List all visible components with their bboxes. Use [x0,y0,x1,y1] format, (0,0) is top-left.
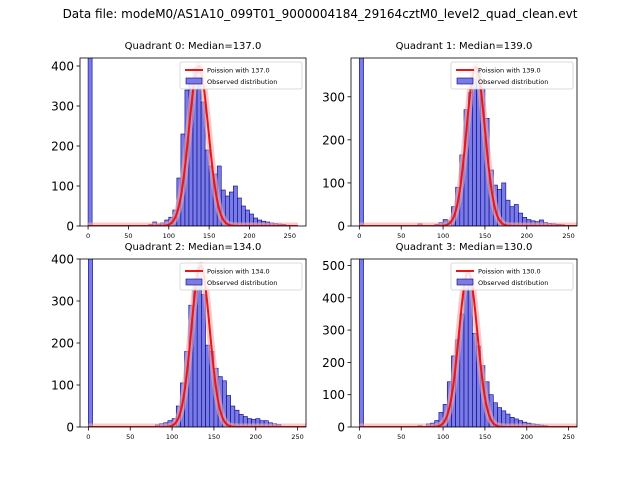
histogram-bar [229,191,234,226]
x-tick-label: 200 [521,232,533,240]
x-tick-label: 200 [243,232,255,240]
y-tick-label: 200 [51,140,74,154]
x-tick-label: 250 [562,232,574,240]
histogram-bar [233,185,238,226]
y-tick-label: 300 [322,324,345,338]
legend-bar-swatch [185,278,203,286]
axes-frame [350,57,578,227]
x-tick-label: 0 [357,433,361,441]
subplot-quadrant-3: Quadrant 3: Median=130.0 0 50 100 150 200 250 0… [322,242,578,441]
histogram-bar [359,58,364,226]
y-tick-label: 0 [337,220,345,234]
subplot-quadrant-2: Quadrant 2: Median=134.0 0 50 100 150 200 250 0… [51,242,307,441]
legend-label-observed: Observed distribution [207,78,277,86]
subplot-title: Quadrant 0: Median=137.0 [125,41,262,52]
subplot-title: Quadrant 1: Median=139.0 [396,41,533,52]
x-tick-label: 200 [521,433,533,441]
histogram-bar [359,259,364,427]
y-tick-label: 400 [322,291,345,305]
axes-frame [350,258,578,428]
legend-label-poisson: Poission with 134.0 [207,268,270,276]
x-tick-label: 0 [357,232,361,240]
x-tick-label: 250 [284,232,296,240]
subplot-title: Quadrant 2: Median=134.0 [125,242,262,253]
plot-area [356,58,577,226]
legend-label-observed: Observed distribution [207,279,277,287]
legend-box [450,262,574,291]
axes-frame [79,57,307,227]
x-tick-label: 50 [397,433,405,441]
x-tick-label: 150 [479,433,491,441]
x-tick-label: 0 [86,433,90,441]
legend: Poission with 134.0 Observed distribution [179,262,303,291]
x-tick-label: 150 [208,433,220,441]
x-tick-label: 150 [203,232,215,240]
legend-box [179,262,303,291]
legend-label-poisson: Poission with 130.0 [478,268,541,276]
x-tick-label: 100 [437,232,449,240]
legend: Poission with 130.0 Observed distribution [450,262,574,291]
x-tick-label: 50 [124,232,132,240]
x-tick-label: 100 [437,433,449,441]
y-tick-label: 400 [51,253,74,267]
histogram-bar [87,58,93,226]
histogram-bar [88,259,93,427]
x-tick-label: 50 [397,232,405,240]
x-tick-label: 200 [250,433,262,441]
legend-bar-swatch [185,77,203,85]
y-tick-label: 200 [322,356,345,370]
y-tick-label: 300 [322,90,345,104]
poisson-curve [87,65,299,226]
legend-box [450,61,574,90]
subplot-title: Quadrant 3: Median=130.0 [396,242,533,253]
x-tick-label: 0 [86,232,90,240]
y-tick-label: 300 [51,295,74,309]
y-tick-label: 200 [51,337,74,351]
x-tick-label: 50 [126,433,134,441]
y-tick-label: 0 [337,421,345,435]
legend-label-observed: Observed distribution [478,78,548,86]
legend: Poission with 137.0 Observed distribution [179,61,303,90]
histogram-bar [472,79,477,226]
legend: Poission with 139.0 Observed distribution [450,61,574,90]
x-tick-label: 100 [166,433,178,441]
y-tick-label: 100 [51,379,74,393]
subplot-quadrant-0: Quadrant 0: Median=137.0 0 50 100 150 200 250 0… [51,41,307,240]
histogram-bar [237,197,242,226]
legend-box [179,61,303,90]
legend-bar-swatch [456,278,474,286]
y-tick-label: 100 [322,388,345,402]
y-tick-label: 200 [322,133,345,147]
plot-area [85,58,301,226]
x-tick-label: 100 [163,232,175,240]
legend-label-poisson: Poission with 139.0 [478,67,541,75]
y-tick-label: 300 [51,100,74,114]
y-tick-label: 400 [51,60,74,74]
legend-label-poisson: Poission with 137.0 [207,67,270,75]
legend-label-observed: Observed distribution [478,279,548,287]
y-tick-label: 100 [51,180,74,194]
poisson-curve [359,65,577,226]
legend-bar-swatch [456,77,474,85]
x-tick-label: 150 [479,232,491,240]
y-tick-label: 100 [322,176,345,190]
histogram-bar [196,69,202,226]
y-tick-label: 0 [66,220,74,234]
x-tick-label: 250 [291,433,303,441]
y-tick-label: 500 [322,259,345,273]
x-tick-label: 250 [562,433,574,441]
figure-title: Data file: modeM0/AS1A10_099T01_90000041… [62,7,578,21]
subplot-quadrant-1: Quadrant 1: Median=139.0 0 50 100 150 200 250 0… [322,41,578,240]
y-tick-label: 0 [66,421,74,435]
